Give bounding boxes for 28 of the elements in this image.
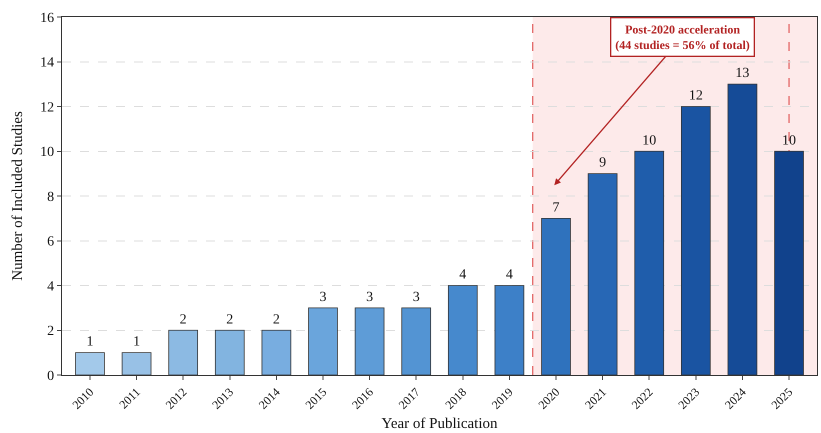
y-tick-label: 12	[40, 100, 54, 116]
data-label: 1	[133, 334, 140, 350]
data-label: 3	[366, 290, 374, 305]
annotation: Post-2020 acceleration (44 studies = 56% of total)	[615, 22, 750, 52]
y-tick-label: 16	[40, 10, 54, 26]
data-label: 7	[552, 200, 560, 216]
data-label: 4	[506, 268, 513, 282]
y-tick-label: 14	[40, 56, 54, 71]
data-label: 13	[735, 66, 750, 82]
data-label: 12	[688, 88, 703, 104]
data-label: 3	[319, 290, 326, 305]
y-tick-label: 0	[47, 368, 54, 384]
y-axis-title: Number of Included Studies	[10, 111, 26, 281]
data-label: 2	[226, 312, 234, 328]
data-label: 9	[599, 156, 606, 171]
y-tick-label: 10	[40, 145, 54, 160]
data-label: 1	[86, 334, 94, 350]
data-label: 4	[459, 268, 466, 282]
y-tick-label: 8	[47, 190, 54, 205]
data-label: 3	[412, 290, 420, 305]
y-tick-label: 6	[47, 234, 54, 250]
data-label: 2	[272, 312, 280, 328]
data-label: 2	[180, 312, 187, 328]
data-label: 10	[782, 133, 796, 148]
data-label: 10	[642, 133, 656, 148]
y-tick-label: 2	[47, 324, 54, 340]
y-tick-label: 4	[47, 279, 54, 294]
x-axis-title: Year of Publication	[382, 416, 498, 432]
